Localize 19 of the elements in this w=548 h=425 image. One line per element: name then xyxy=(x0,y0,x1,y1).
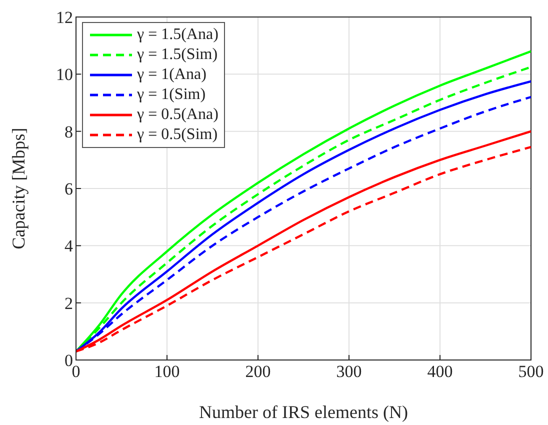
y-tick-label: 8 xyxy=(64,122,73,142)
x-tick-label: 500 xyxy=(518,362,544,382)
x-tick-label: 100 xyxy=(154,362,180,382)
legend-label: γ = 1(Sim) xyxy=(137,85,206,105)
y-tick-label: 12 xyxy=(56,8,73,28)
legend-label: γ = 1.5(Sim) xyxy=(137,45,218,65)
y-tick-label: 4 xyxy=(64,236,74,256)
y-tick-label: 10 xyxy=(56,65,73,84)
x-axis-title: Number of IRS elements (N) xyxy=(199,402,408,422)
x-tick-label: 200 xyxy=(245,362,271,382)
x-tick-label: 400 xyxy=(427,362,453,382)
legend-label: γ = 0.5(Ana) xyxy=(137,105,218,125)
legend-label: γ = 1.5(Ana) xyxy=(137,25,218,45)
y-tick-label: 6 xyxy=(64,180,73,199)
legend-label: γ = 1(Ana) xyxy=(137,65,206,85)
y-axis-title: Capacity [Mbps] xyxy=(8,128,28,250)
x-tick-label: 300 xyxy=(336,362,362,382)
y-tick-label: 2 xyxy=(64,294,73,313)
legend-label: γ = 0.5(Sim) xyxy=(137,125,218,145)
